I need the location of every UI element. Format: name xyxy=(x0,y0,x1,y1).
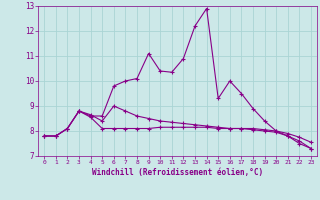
X-axis label: Windchill (Refroidissement éolien,°C): Windchill (Refroidissement éolien,°C) xyxy=(92,168,263,177)
